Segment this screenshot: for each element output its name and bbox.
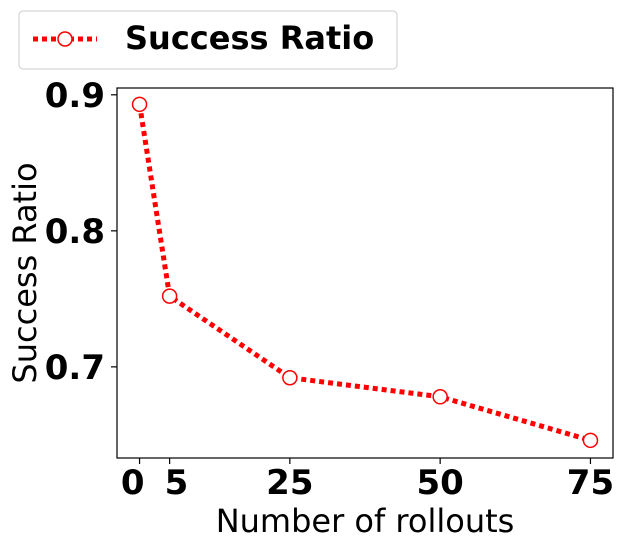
data-point — [582, 432, 599, 449]
x-tick-label: 0 — [121, 463, 145, 503]
x-axis: 0 5 25 50 75 — [121, 458, 614, 503]
series-layer — [131, 96, 599, 449]
plot-frame — [116, 87, 614, 459]
y-tick-label: 0.9 — [45, 76, 105, 116]
y-tick-label: 0.7 — [45, 348, 105, 388]
x-tick-label: 25 — [266, 463, 313, 503]
legend: Success Ratio — [18, 10, 398, 70]
data-point — [131, 96, 148, 113]
legend-box — [18, 10, 398, 70]
data-point — [161, 288, 178, 304]
y-axis-title: Success Ratio — [6, 162, 44, 383]
y-axis: 0.7 0.8 0.9 — [45, 76, 117, 388]
x-axis-title: Number of rollouts — [216, 502, 515, 540]
data-point — [282, 369, 298, 386]
x-tick-label: 5 — [165, 463, 189, 503]
legend-label: Success Ratio — [125, 19, 374, 57]
y-tick-label: 0.8 — [45, 212, 105, 252]
series-line — [137, 103, 592, 443]
x-tick-label: 75 — [567, 463, 614, 503]
x-tick-label: 50 — [416, 463, 463, 503]
legend-marker-swatch — [57, 31, 73, 47]
data-point — [432, 389, 448, 405]
